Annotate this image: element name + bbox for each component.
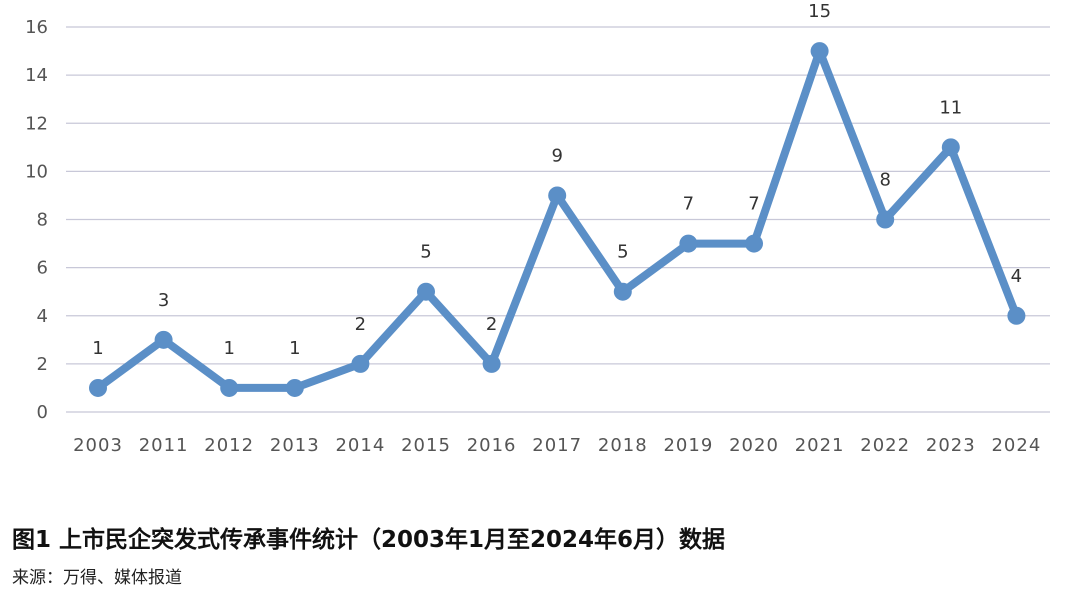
x-tick-label: 2013 bbox=[270, 435, 320, 456]
x-tick-label: 2022 bbox=[860, 435, 910, 456]
x-tick-label: 2023 bbox=[926, 435, 976, 456]
grid-lines bbox=[66, 26, 1050, 413]
y-tick-label: 6 bbox=[37, 258, 48, 279]
x-tick-label: 2021 bbox=[795, 435, 845, 456]
data-point bbox=[482, 354, 501, 373]
y-tick-label: 4 bbox=[37, 306, 48, 327]
y-tick-label: 8 bbox=[37, 210, 48, 231]
data-label: 5 bbox=[420, 242, 431, 263]
data-label: 9 bbox=[551, 145, 562, 166]
data-label: 1 bbox=[92, 338, 103, 359]
data-point bbox=[876, 210, 895, 229]
data-point bbox=[417, 282, 435, 301]
data-point bbox=[810, 42, 829, 61]
data-label: 3 bbox=[158, 290, 169, 311]
y-axis-ticks: 0 2 4 6 8 10 12 14 16 bbox=[25, 17, 48, 423]
data-point bbox=[1007, 306, 1026, 325]
data-label: 2 bbox=[486, 314, 497, 335]
x-tick-label: 2016 bbox=[467, 435, 517, 456]
figure-caption: 图1 上市民企突发式传承事件统计（2003年1月至2024年6月）数据 bbox=[12, 527, 726, 553]
y-tick-label: 12 bbox=[25, 113, 48, 134]
x-tick-label: 2024 bbox=[991, 435, 1041, 456]
data-points bbox=[89, 42, 1026, 397]
data-label: 1 bbox=[289, 338, 300, 359]
x-axis-ticks: 2003 2011 2012 2013 2014 2015 2016 2017 2018 2019… bbox=[73, 435, 1041, 456]
data-point bbox=[220, 378, 239, 397]
data-point bbox=[154, 330, 173, 349]
data-label: 1 bbox=[223, 338, 234, 359]
x-tick-label: 2011 bbox=[139, 435, 189, 456]
data-point bbox=[941, 138, 960, 157]
data-label: 2 bbox=[355, 314, 366, 335]
data-label: 15 bbox=[808, 1, 831, 22]
y-tick-label: 2 bbox=[37, 354, 48, 375]
x-tick-label: 2014 bbox=[335, 435, 385, 456]
data-point bbox=[285, 378, 304, 397]
data-label: 4 bbox=[1011, 266, 1022, 287]
data-label: 5 bbox=[617, 242, 628, 263]
data-point bbox=[679, 234, 698, 253]
data-label: 8 bbox=[879, 170, 890, 191]
data-label: 7 bbox=[683, 194, 694, 215]
y-tick-label: 14 bbox=[25, 65, 48, 86]
data-point bbox=[613, 282, 632, 301]
x-tick-label: 2020 bbox=[729, 435, 779, 456]
figure-source: 来源：万得、媒体报道 bbox=[12, 568, 182, 588]
x-tick-label: 2015 bbox=[401, 435, 451, 456]
x-tick-label: 2018 bbox=[598, 435, 648, 456]
data-point bbox=[89, 378, 107, 397]
data-label: 7 bbox=[748, 194, 759, 215]
y-tick-label: 0 bbox=[37, 402, 48, 423]
y-tick-label: 10 bbox=[25, 161, 48, 182]
data-label: 11 bbox=[939, 97, 962, 118]
x-tick-label: 2017 bbox=[532, 435, 582, 456]
x-tick-label: 2012 bbox=[204, 435, 254, 456]
x-tick-label: 2019 bbox=[663, 435, 713, 456]
y-tick-label: 16 bbox=[25, 17, 48, 38]
data-point bbox=[745, 234, 763, 253]
data-point bbox=[548, 186, 567, 205]
data-point bbox=[351, 354, 370, 373]
x-tick-label: 2003 bbox=[73, 435, 123, 456]
